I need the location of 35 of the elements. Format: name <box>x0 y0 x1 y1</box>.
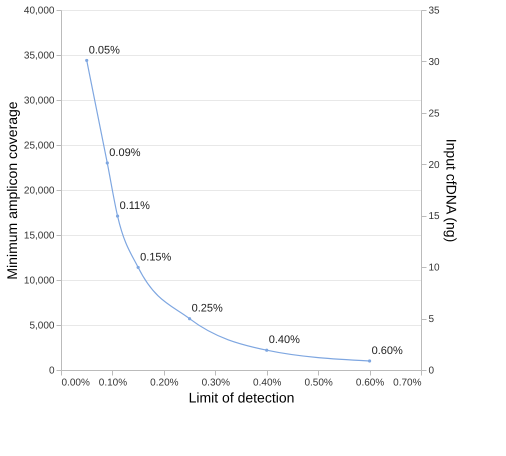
y2-tick-label: 35 <box>428 6 440 16</box>
y2-axis-title: Input cfDNA (ng) <box>444 138 460 242</box>
y-tick-label: 30,000 <box>24 96 55 106</box>
x-tick-label: 0.70% <box>393 378 422 388</box>
y-tick-label: 0 <box>48 366 55 376</box>
y-tick-label: 35,000 <box>24 50 55 62</box>
y2-tick-label: 25 <box>428 108 440 120</box>
y-tick-label: 25,000 <box>24 140 55 152</box>
y-tick-label: 5,000 <box>29 320 55 332</box>
annotation: 0.05% <box>88 44 120 56</box>
y2-tick-label: 30 <box>428 56 440 68</box>
y-tick-label: 40,000 <box>24 6 55 16</box>
annotation: 0.60% <box>372 345 403 357</box>
y2-tick-label: 20 <box>428 160 440 171</box>
x-tick-label: 0.40% <box>253 378 282 388</box>
y2-tick-label: 5 <box>428 314 434 326</box>
y2-tick-label: 10 <box>428 262 440 274</box>
y-tick-label: 20,000 <box>24 186 55 196</box>
annotation: 0.15% <box>140 251 172 264</box>
annotation: 0.25% <box>192 302 223 315</box>
x-tick-label: 0.00% <box>62 378 90 388</box>
x-tick-label: 0.50% <box>304 378 333 388</box>
x-tick-label: 0.30% <box>202 378 230 388</box>
x-tick-label: 0.10% <box>98 378 128 388</box>
annotation: 0.09% <box>109 147 141 159</box>
x-tick-label: 0.20% <box>150 378 179 388</box>
y2-tick-label: 0 <box>428 366 434 376</box>
y-tick-label: 10,000 <box>24 276 55 286</box>
y2-tick-label: 15 <box>428 211 440 222</box>
y-tick-label: 15,000 <box>24 230 55 242</box>
x-axis-title: Limit of detection <box>188 390 294 406</box>
annotation: 0.40% <box>268 334 300 346</box>
y-axis-title: Minimum amplicon coverage <box>4 101 20 280</box>
annotation: 0.11% <box>120 200 150 212</box>
x-tick-label: 0.60% <box>356 378 384 388</box>
